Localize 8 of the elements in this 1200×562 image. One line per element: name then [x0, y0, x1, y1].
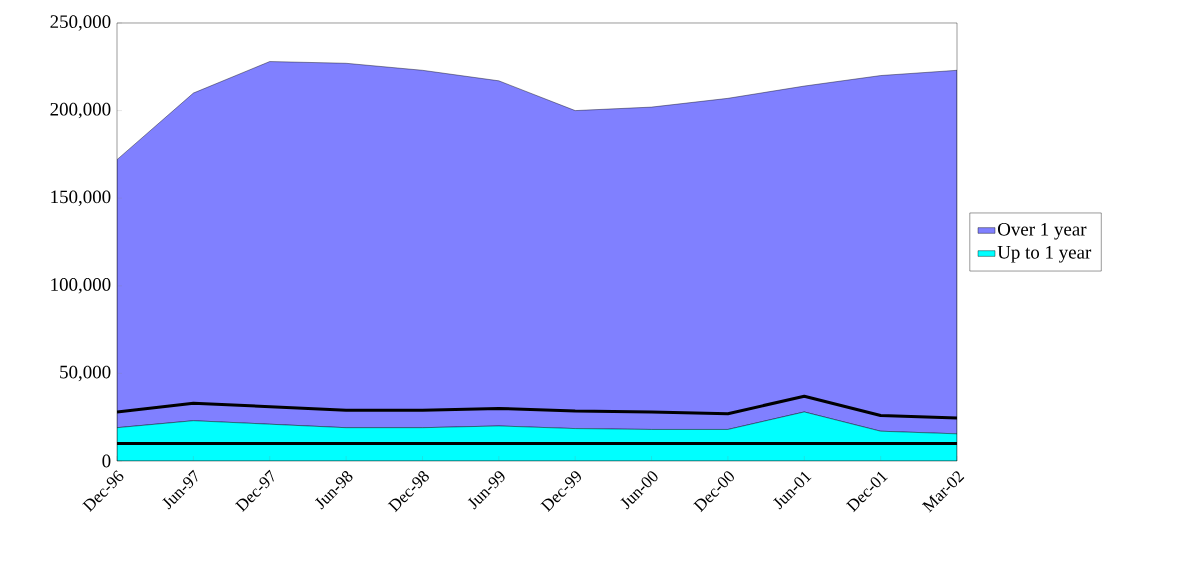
text: Over 1 year	[997, 222, 1087, 240]
y-tick-label: 0	[102, 454, 111, 468]
y-tick-label: 50,000	[60, 365, 111, 382]
legend-label: Up to 1 year	[997, 246, 1092, 263]
y-tick-label: 150,000	[51, 190, 111, 206]
y-tick-label: 250,000	[50, 15, 111, 31]
y-tick-label: 100,000	[51, 278, 111, 294]
y-tick-label: 200,000	[50, 102, 111, 119]
